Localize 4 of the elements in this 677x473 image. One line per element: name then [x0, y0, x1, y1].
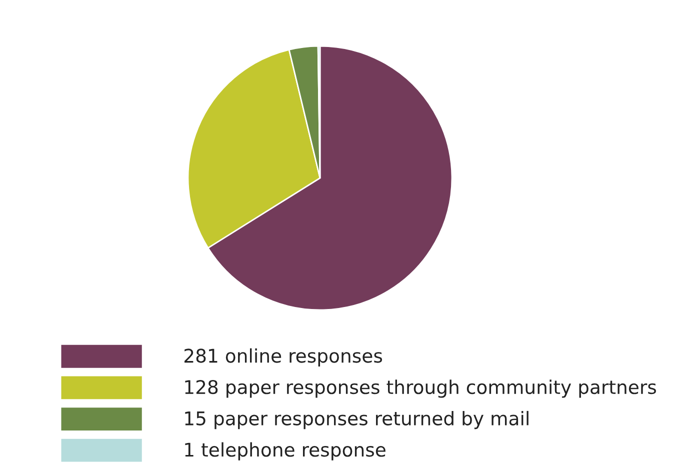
legend-label: 1 telephone response [185, 442, 386, 460]
legend-label: 128 paper responses through community partners [185, 380, 656, 398]
legend-label: 281 online responses [184, 348, 382, 366]
legend-label: 15 paper responses returned by mail [185, 410, 528, 430]
